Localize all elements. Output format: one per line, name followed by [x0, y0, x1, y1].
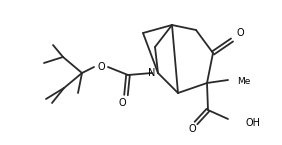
Text: O: O — [118, 98, 126, 108]
Text: Me: Me — [237, 77, 250, 87]
Text: O: O — [188, 124, 196, 134]
Text: O: O — [97, 62, 105, 72]
Text: O: O — [236, 28, 244, 38]
Text: N: N — [148, 68, 156, 78]
Text: OH: OH — [245, 118, 260, 128]
